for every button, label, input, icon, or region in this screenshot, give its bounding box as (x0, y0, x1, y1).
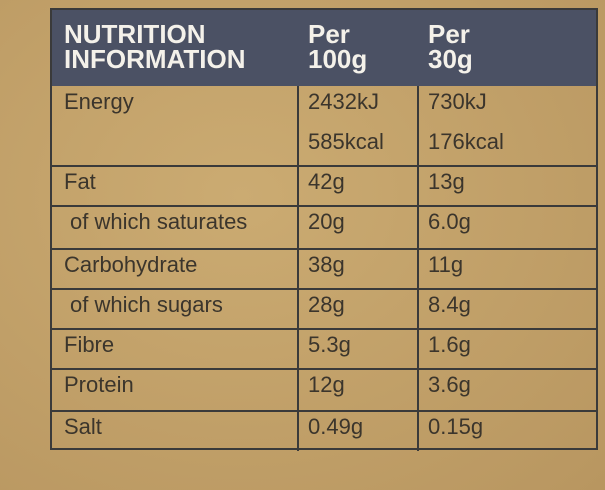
nutrient-value: 5.3g (308, 332, 351, 357)
header-text: NUTRITION (64, 19, 206, 49)
nutrient-value: 0.49g (308, 414, 364, 439)
nutrient-value: 28g (308, 292, 345, 317)
row-divider (52, 288, 596, 290)
header-text: INFORMATION (64, 44, 246, 74)
row-divider (52, 205, 596, 207)
nutrient-label: of which saturates (70, 209, 248, 234)
nutrient-value: 585kcal (308, 129, 384, 154)
nutrient-value: 0.15g (428, 414, 484, 439)
row-divider (52, 410, 596, 412)
nutrient-value: 176kcal (428, 129, 504, 154)
nutrient-label: Protein (64, 372, 134, 397)
row-divider (52, 328, 596, 330)
nutrient-value: 12g (308, 372, 345, 397)
row-divider (52, 165, 596, 167)
column-divider (417, 86, 419, 451)
nutrient-value: 42g (308, 169, 345, 194)
column-divider (297, 86, 299, 451)
header-text: 100g (308, 44, 368, 74)
row-divider (52, 368, 596, 370)
nutrient-value: 13g (428, 169, 465, 194)
nutrient-label: Salt (64, 414, 102, 439)
nutrient-value: 1.6g (428, 332, 471, 357)
nutrient-label: Fibre (64, 332, 115, 357)
table-header: NUTRITION INFORMATION Per 100g Per 30g (52, 10, 596, 86)
nutrient-value: 2432kJ (308, 89, 379, 114)
nutrient-label: Carbohydrate (64, 252, 198, 277)
nutrient-value: 20g (308, 209, 345, 234)
header-text: 30g (428, 44, 473, 74)
nutrient-value: 6.0g (428, 209, 471, 234)
header-text: Per (308, 19, 350, 49)
nutrient-label: Energy (64, 89, 134, 114)
nutrition-table: NUTRITION INFORMATION Per 100g Per 30g Energy… (50, 8, 598, 451)
nutrient-value: 3.6g (428, 372, 471, 397)
row-divider (52, 248, 596, 250)
nutrient-label: of which sugars (70, 292, 223, 317)
header-text: Per (428, 19, 470, 49)
nutrient-value: 8.4g (428, 292, 471, 317)
nutrient-label: Fat (64, 169, 96, 194)
nutrient-value: 38g (308, 252, 345, 277)
nutrient-value: 11g (428, 252, 464, 277)
nutrient-value: 730kJ (428, 89, 487, 114)
